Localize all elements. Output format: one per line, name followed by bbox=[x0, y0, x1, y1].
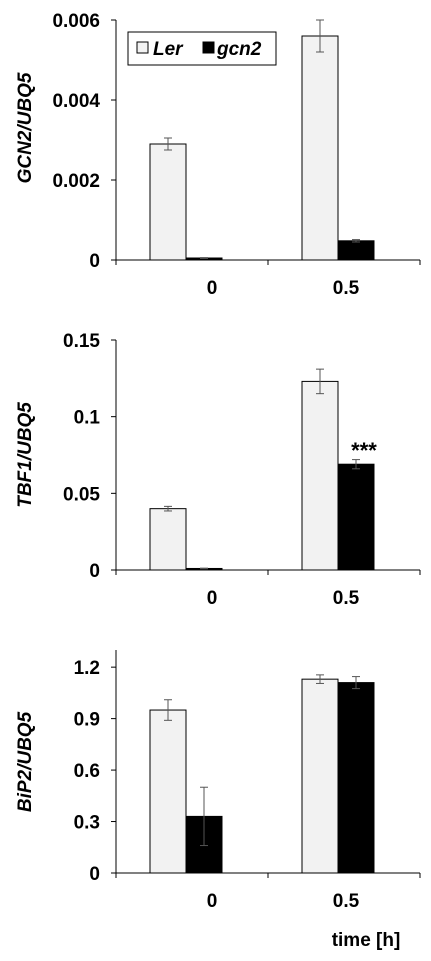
y-tick-label: 0 bbox=[89, 864, 100, 885]
x-tick-label: 0 bbox=[207, 278, 218, 299]
x-ticks: 0 0.5 bbox=[207, 891, 360, 912]
x-axis-label: time [h] bbox=[332, 930, 401, 951]
bars bbox=[149, 19, 375, 261]
bar bbox=[149, 709, 187, 874]
y-ticks: 0 0.3 0.6 0.9 1.2 bbox=[74, 658, 116, 885]
y-tick-label: 0.05 bbox=[63, 484, 100, 505]
legend: Ler gcn2 bbox=[127, 31, 277, 66]
y-tick-label: 0 bbox=[89, 251, 100, 272]
axes bbox=[115, 20, 421, 265]
y-tick-label: 0.004 bbox=[52, 91, 100, 112]
y-tick-label: 1.2 bbox=[74, 658, 100, 679]
bar bbox=[301, 678, 339, 874]
y-axis-label: TBF1/UBQ5 bbox=[15, 402, 36, 508]
bars bbox=[149, 368, 375, 571]
significance-annotation: *** bbox=[351, 438, 377, 463]
legend-box bbox=[127, 31, 277, 66]
x-tick-label: 0.5 bbox=[333, 278, 360, 299]
legend-label-ler: Ler bbox=[153, 39, 184, 60]
bar bbox=[337, 682, 375, 874]
legend-swatch-ler bbox=[136, 41, 149, 54]
y-tick-label: 0.9 bbox=[74, 710, 100, 731]
bar bbox=[301, 35, 339, 261]
x-tick-label: 0.5 bbox=[333, 588, 360, 609]
x-ticks: 0 0.5 bbox=[207, 588, 360, 609]
legend-label-gcn2: gcn2 bbox=[216, 39, 262, 60]
bar bbox=[337, 240, 375, 261]
legend-swatch-gcn2 bbox=[202, 41, 215, 54]
x-ticks: 0 0.5 bbox=[207, 278, 360, 299]
y-axis-label: GCN2/UBQ5 bbox=[15, 72, 36, 183]
panel-tbf1: TBF1/UBQ5 00.050.10.15 0 0.5 *** bbox=[15, 331, 421, 609]
y-tick-label: 0.1 bbox=[74, 408, 101, 429]
bar bbox=[337, 463, 375, 571]
bar bbox=[149, 508, 187, 571]
y-ticks: 0 0.002 0.004 0.006 bbox=[52, 11, 116, 272]
y-ticks: 0 0.05 0.1 0.15 bbox=[63, 331, 116, 582]
y-axis-label: BiP2/UBQ5 bbox=[15, 711, 36, 812]
y-tick-label: 0.002 bbox=[52, 171, 100, 192]
y-tick-label: 0.15 bbox=[63, 331, 100, 352]
bar bbox=[149, 143, 187, 261]
bars bbox=[149, 674, 375, 874]
axes bbox=[115, 650, 421, 878]
axes bbox=[115, 340, 421, 575]
y-tick-label: 0 bbox=[89, 561, 100, 582]
x-tick-label: 0 bbox=[207, 588, 218, 609]
bar bbox=[301, 380, 339, 571]
y-tick-label: 0.006 bbox=[52, 11, 100, 32]
y-tick-label: 0.3 bbox=[74, 813, 100, 834]
x-tick-label: 0.5 bbox=[333, 891, 360, 912]
panel-bip2: BiP2/UBQ5 00.30.60.91.2 0 0.5 time [h] bbox=[15, 650, 421, 951]
x-tick-label: 0 bbox=[207, 891, 218, 912]
y-tick-label: 0.6 bbox=[74, 761, 100, 782]
